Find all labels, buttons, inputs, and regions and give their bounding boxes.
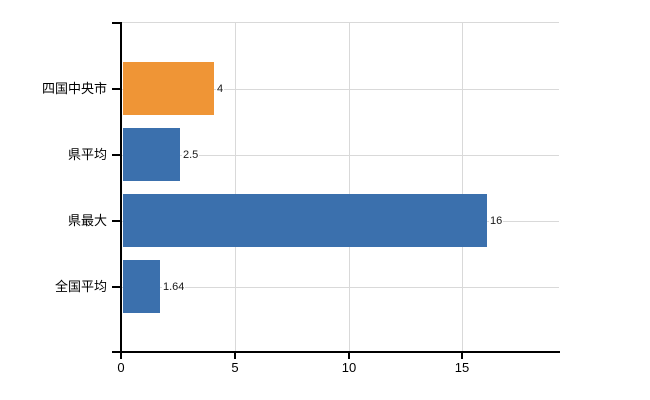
x-tick-label: 10 [341, 360, 357, 375]
y-tick [112, 220, 120, 222]
value-label: 1.64 [162, 280, 186, 294]
x-gridline [349, 22, 350, 352]
x-axis-line [112, 351, 560, 353]
x-tick-label: 15 [454, 360, 470, 375]
y-tick [112, 88, 120, 90]
category-gridline [121, 155, 559, 156]
category-label: 四国中央市 [41, 81, 107, 96]
x-tick [348, 353, 350, 359]
y-tick [112, 286, 120, 288]
y-axis-line [120, 22, 122, 352]
x-tick-label: 5 [231, 360, 239, 375]
category-label: 県平均 [67, 147, 107, 162]
y-axis-top-tick [112, 22, 120, 24]
category-label: 全国平均 [54, 279, 107, 294]
value-label: 16 [489, 214, 504, 228]
x-gridline [235, 22, 236, 352]
x-tick-label: 0 [117, 360, 125, 375]
x-tick [461, 353, 463, 359]
x-tick [120, 353, 122, 359]
bar [123, 194, 487, 247]
x-tick [234, 353, 236, 359]
plot-top-gridline [121, 22, 559, 23]
value-label: 4 [216, 82, 225, 96]
bar [123, 260, 160, 313]
bar [123, 128, 180, 181]
category-gridline [121, 89, 559, 90]
bar [123, 62, 214, 115]
y-tick [112, 154, 120, 156]
value-label: 2.5 [182, 148, 200, 162]
category-gridline [121, 287, 559, 288]
category-label: 県最大 [67, 213, 107, 228]
x-gridline [462, 22, 463, 352]
